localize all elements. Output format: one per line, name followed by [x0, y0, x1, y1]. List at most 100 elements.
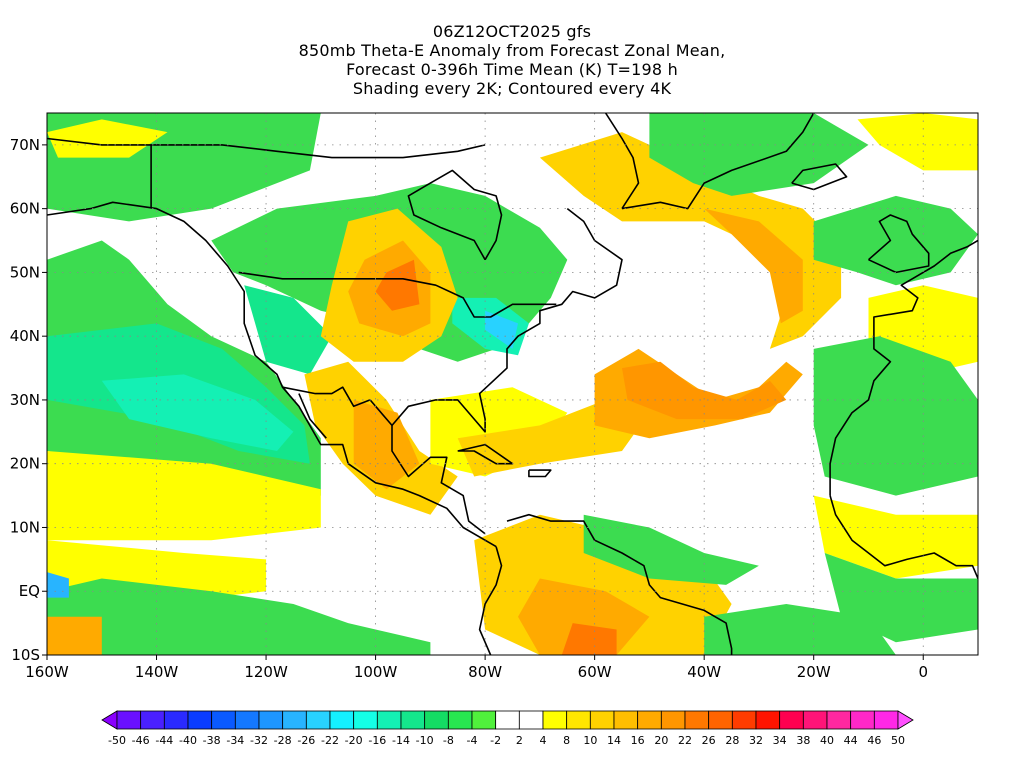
- colorbar-swatch: [566, 710, 591, 730]
- colorbar-label: -10: [416, 734, 434, 747]
- colorbar-label: 22: [678, 734, 692, 747]
- coastline-segment: [829, 495, 978, 579]
- anomaly-shade-region: [622, 361, 787, 420]
- colorbar-swatch: [873, 710, 899, 730]
- colorbar-swatch: [424, 710, 449, 730]
- colorbar-label: 10: [583, 734, 597, 747]
- colorbar-min-arrow: [101, 710, 118, 730]
- lon-tick-label: 140W: [135, 663, 179, 681]
- lat-tick-label: 40N: [10, 327, 40, 345]
- color-legend: -50 -46 -44 -40 -38 -34 -32 -28 -26 -22 -20 -16 -14-…: [101, 710, 914, 747]
- lat-tick-label: 20N: [10, 455, 40, 473]
- anomaly-shade-region: [244, 285, 332, 375]
- colorbar-swatch: [353, 710, 378, 730]
- colorbar-swatch: [684, 710, 710, 730]
- coastline-segment: [478, 546, 503, 655]
- colorbar-label: -16: [368, 734, 386, 747]
- coastline-segment: [391, 207, 623, 433]
- colorbar-swatch: [613, 710, 639, 730]
- colorbar-swatch: [116, 710, 142, 730]
- lat-tick-label: 10N: [10, 518, 40, 536]
- anomaly-shade-region: [649, 113, 869, 196]
- coastline-segment: [407, 169, 503, 261]
- coastline-segment: [238, 271, 557, 318]
- colorbar-label: -38: [203, 734, 221, 747]
- colorbar-label: -26: [297, 734, 315, 747]
- lat-tick-label: 60N: [10, 200, 40, 218]
- colorbar-swatch: [447, 710, 473, 730]
- colorbar-label: -14: [392, 734, 410, 747]
- colorbar-swatch: [258, 710, 284, 730]
- lat-tick-label: 10S: [11, 646, 40, 664]
- colorbar-label: -46: [132, 734, 150, 747]
- colorbar-swatch: [542, 710, 568, 730]
- lon-tick-label: 20W: [797, 663, 831, 681]
- lon-tick-label: 80W: [468, 663, 502, 681]
- colorbar-swatch: [400, 710, 426, 730]
- colorbar-label: -28: [274, 734, 292, 747]
- anomaly-shade-region: [813, 195, 978, 286]
- anomaly-shade-region: [583, 514, 759, 585]
- colorbar-swatch: [589, 710, 615, 730]
- colorbar-label: -34: [226, 734, 244, 747]
- colorbar-swatch: [826, 710, 852, 730]
- theta-e-anomaly-field: [47, 113, 978, 655]
- colorbar-label: -20: [345, 734, 363, 747]
- colorbar-label: -40: [179, 734, 197, 747]
- coastline-segment: [791, 163, 848, 191]
- colorbar-label: 50: [891, 734, 905, 747]
- colorbar-label: 26: [702, 734, 716, 747]
- colorbar-label: 34: [773, 734, 787, 747]
- anomaly-shade-region: [857, 113, 978, 171]
- colorbar-swatch: [376, 710, 402, 730]
- colorbar-max-arrow: [897, 710, 914, 730]
- plot-frame: [46, 112, 979, 656]
- colorbar-label: 28: [725, 734, 739, 747]
- anomaly-shade-region: [539, 132, 842, 349]
- colorbar-label: -50: [108, 734, 126, 747]
- colorbar-swatch: [495, 710, 520, 730]
- colorbar-label: -22: [321, 734, 339, 747]
- lat-tick-label: 30N: [10, 391, 40, 409]
- anomaly-shade-region: [561, 623, 617, 655]
- lon-tick-label: 160W: [25, 663, 69, 681]
- colorbar-swatch: [731, 710, 757, 730]
- colorbar-label: 14: [607, 734, 621, 747]
- anomaly-shade-region: [47, 578, 431, 655]
- lon-tick-label: 120W: [244, 663, 288, 681]
- colorbar-label: -32: [250, 734, 268, 747]
- colorbar-swatch: [802, 710, 828, 730]
- colorbar-swatch: [518, 710, 544, 730]
- colorbar-label: 16: [631, 734, 645, 747]
- colorbar-label: 32: [749, 734, 763, 747]
- colorbar-swatch: [211, 710, 236, 730]
- colorbar-label: -8: [443, 734, 454, 747]
- anomaly-shade-region: [47, 451, 321, 541]
- colorbar-swatch: [187, 710, 213, 730]
- coastline-segment: [47, 137, 486, 159]
- colorbar-swatch: [779, 710, 804, 730]
- colorbar-swatch: [755, 710, 781, 730]
- coastline-segment: [391, 425, 486, 535]
- coastline-segment: [506, 513, 733, 655]
- anomaly-shade-region: [704, 604, 896, 655]
- colorbar-label: 2: [516, 734, 523, 747]
- colorbar-swatch: [234, 710, 260, 730]
- lon-tick-label: 60W: [578, 663, 612, 681]
- colorbar-swatch: [282, 710, 307, 730]
- lon-tick-label: 100W: [354, 663, 398, 681]
- title-line-1: 06Z12OCT2025 gfs: [432, 22, 592, 41]
- lon-tick-label: 40W: [687, 663, 721, 681]
- anomaly-shade-region: [813, 495, 978, 579]
- title-line-3: Forecast 0-396h Time Mean (K) T=198 h: [346, 60, 678, 79]
- title-line-2: 850mb Theta-E Anomaly from Forecast Zona…: [298, 41, 726, 60]
- coastline-segment: [867, 214, 930, 274]
- anomaly-shade-region: [813, 336, 978, 496]
- lat-tick-label: 50N: [10, 263, 40, 281]
- anomaly-shade-region: [101, 374, 294, 451]
- map-axes: 160W 140W 120W 100W 80W 60W 40W 20W 0 70N 60N 50N 40…: [10, 136, 928, 681]
- coastline-segment: [621, 113, 815, 210]
- coastline-segment: [298, 393, 327, 439]
- lat-lon-gridlines: [47, 113, 978, 655]
